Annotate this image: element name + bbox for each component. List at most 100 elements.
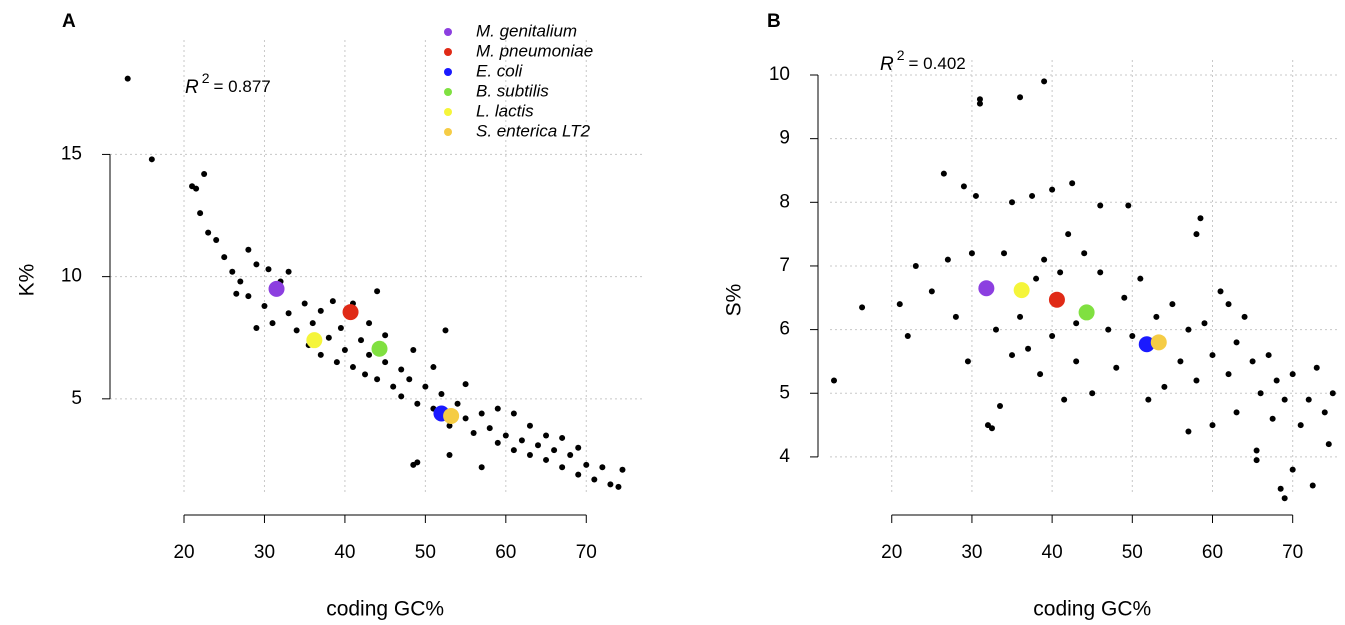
point <box>972 192 979 199</box>
point <box>329 298 336 305</box>
r-exponent: 2 <box>202 70 210 86</box>
point <box>1289 371 1296 378</box>
y-tick-label: 4 <box>779 446 790 467</box>
point <box>583 461 590 468</box>
legend-label: M. pneumoniae <box>476 41 593 60</box>
point <box>968 250 975 257</box>
point <box>1017 313 1024 320</box>
x-tick-label: 20 <box>881 542 902 563</box>
point <box>382 359 389 366</box>
point <box>478 410 485 417</box>
point <box>374 376 381 383</box>
point <box>245 293 252 300</box>
point <box>1029 192 1036 199</box>
point <box>1153 313 1160 320</box>
point <box>1113 364 1120 371</box>
x-tick-label: 40 <box>1042 542 1063 563</box>
x-tick-label: 60 <box>1202 542 1223 563</box>
point <box>1321 409 1328 416</box>
point <box>410 346 417 353</box>
point <box>1025 345 1032 352</box>
x-tick-label: 60 <box>495 542 516 563</box>
point <box>1281 396 1288 403</box>
point <box>591 476 598 483</box>
point <box>567 452 574 459</box>
point <box>1185 326 1192 333</box>
point <box>559 434 566 441</box>
point <box>1001 250 1008 257</box>
point <box>1065 231 1072 238</box>
highlight-point <box>342 304 359 321</box>
y-tick-label: 9 <box>779 128 790 149</box>
x-tick-label: 70 <box>576 542 597 563</box>
point <box>221 254 228 261</box>
highlight-point <box>1150 334 1167 351</box>
point <box>362 371 369 378</box>
legend-swatch <box>444 68 452 76</box>
point <box>193 185 200 192</box>
point <box>1241 313 1248 320</box>
point <box>205 229 212 236</box>
point <box>253 324 260 331</box>
x-axis-title: coding GC% <box>326 598 444 621</box>
point <box>301 300 308 307</box>
point <box>1161 383 1168 390</box>
point <box>912 262 919 269</box>
y-tick-label: 10 <box>769 64 790 85</box>
point <box>526 452 533 459</box>
point <box>486 425 493 432</box>
point <box>559 464 566 471</box>
point <box>1049 332 1056 339</box>
point <box>341 346 348 353</box>
point <box>1061 396 1068 403</box>
point <box>1225 301 1232 308</box>
point <box>1073 358 1080 365</box>
point <box>430 364 437 371</box>
point <box>285 268 292 275</box>
point <box>410 461 417 468</box>
highlight-point <box>443 407 460 424</box>
x-tick-label: 50 <box>415 542 436 563</box>
point <box>245 246 252 253</box>
point <box>1145 396 1152 403</box>
point <box>317 351 324 358</box>
x-tick-label: 30 <box>254 542 275 563</box>
point <box>543 456 550 463</box>
point <box>462 415 469 422</box>
point <box>1309 482 1316 489</box>
highlight-point <box>306 332 323 349</box>
point <box>1033 275 1040 282</box>
panel-label: B <box>767 11 781 32</box>
point <box>446 452 453 459</box>
point <box>1017 94 1024 101</box>
point <box>269 320 276 327</box>
point <box>535 442 541 449</box>
point <box>1177 358 1184 365</box>
point <box>317 307 324 314</box>
point <box>1305 396 1312 403</box>
y-axis-title: S% <box>723 284 746 317</box>
point <box>124 75 131 82</box>
point <box>518 437 525 444</box>
point <box>1217 288 1224 295</box>
point <box>422 383 429 390</box>
point <box>1257 390 1264 397</box>
highlight-point <box>1138 336 1155 353</box>
point <box>333 359 340 366</box>
point <box>1169 301 1176 308</box>
highlight-point <box>1078 304 1095 321</box>
highlight-point <box>1048 291 1065 308</box>
point <box>952 313 959 320</box>
point <box>285 310 292 317</box>
r-value: = 0.402 <box>909 54 966 73</box>
point <box>446 422 453 429</box>
y-tick-label: 5 <box>71 388 82 409</box>
legend-swatch <box>444 128 452 136</box>
point <box>1253 447 1260 454</box>
r-value: = 0.877 <box>214 77 271 96</box>
point <box>1277 485 1284 492</box>
point <box>470 430 477 437</box>
point <box>309 320 316 327</box>
point <box>1193 231 1200 238</box>
point <box>551 447 558 454</box>
